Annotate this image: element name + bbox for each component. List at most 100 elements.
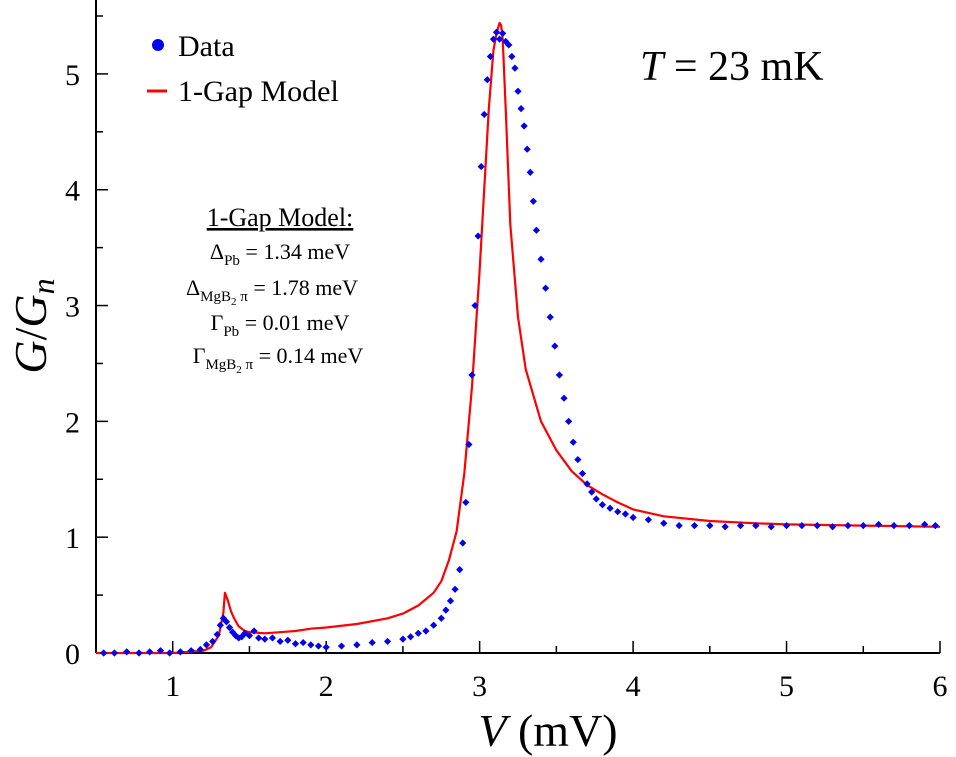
- data-point: [100, 649, 108, 657]
- data-point: [314, 642, 323, 650]
- legend: Data 1-Gap Model: [147, 30, 339, 108]
- data-point: [483, 76, 491, 84]
- x-tick-label: 2: [319, 670, 334, 703]
- data-point: [592, 495, 600, 503]
- x-tick-label: 6: [933, 670, 948, 703]
- y-tick-label: 5: [65, 59, 80, 92]
- x-tick-label: 3: [472, 670, 487, 703]
- data-point: [511, 64, 519, 72]
- data-point: [690, 522, 699, 530]
- data-point: [542, 284, 550, 292]
- data-point: [477, 162, 485, 171]
- data-point: [459, 539, 467, 547]
- data-point: [569, 438, 577, 446]
- data-point: [268, 634, 277, 642]
- data-point: [446, 597, 455, 605]
- ticks: [95, 15, 941, 654]
- data-point: [353, 641, 361, 649]
- data-point: [526, 168, 534, 176]
- legend-dot-marker: [152, 39, 164, 51]
- data-point: [931, 522, 939, 530]
- data-point: [551, 342, 559, 350]
- axes: [95, 0, 940, 654]
- data-point: [486, 52, 494, 61]
- data-point: [706, 522, 714, 530]
- data-point: [202, 641, 211, 649]
- data-point: [514, 87, 522, 95]
- data-point: [406, 633, 415, 641]
- data-point: [430, 621, 438, 629]
- y-tick-label: 1: [65, 522, 80, 555]
- data-point: [322, 643, 330, 651]
- data-point: [232, 632, 240, 640]
- data-point: [492, 28, 501, 36]
- data-point: [505, 41, 513, 49]
- data-point: [219, 614, 227, 622]
- data-point: [529, 197, 537, 205]
- data-point: [261, 635, 269, 643]
- temperature-annotation: T = 23 mK: [640, 44, 824, 90]
- data-points: [100, 28, 939, 657]
- data-point: [583, 480, 591, 488]
- data-point: [399, 635, 407, 643]
- data-point: [588, 488, 596, 496]
- data-point: [560, 394, 568, 402]
- data-point: [250, 627, 258, 635]
- data-point: [213, 630, 221, 639]
- data-point: [752, 522, 760, 530]
- data-point: [532, 226, 541, 234]
- y-tick-label: 4: [65, 175, 80, 208]
- data-point: [368, 638, 376, 647]
- model-box-title: 1-Gap Model:: [207, 203, 354, 232]
- data-point: [875, 520, 883, 529]
- data-point: [468, 371, 476, 379]
- legend-label-model: 1-Gap Model: [178, 75, 339, 108]
- data-point: [299, 638, 307, 647]
- data-point: [517, 105, 525, 113]
- data-point: [235, 634, 243, 642]
- x-tick-label: 1: [165, 670, 180, 703]
- data-point: [578, 469, 587, 478]
- data-point: [574, 455, 582, 464]
- data-point: [859, 522, 867, 530]
- data-point: [565, 417, 573, 425]
- data-point: [890, 522, 898, 530]
- data-point: [629, 513, 637, 522]
- model-param-line: ΓMgB2 π = 0.14 meV: [193, 343, 364, 376]
- data-point: [225, 623, 234, 632]
- data-point: [598, 501, 606, 509]
- data-point: [135, 649, 143, 657]
- model-parameters: 1-Gap Model: ΔPb = 1.34 meV ΔMgB2 π = 1.…: [186, 203, 363, 376]
- data-point: [798, 522, 806, 530]
- data-point: [767, 523, 775, 531]
- data-point: [176, 648, 184, 656]
- data-point: [451, 585, 459, 593]
- temperature-symbol: T: [640, 44, 666, 90]
- data-point: [606, 504, 614, 512]
- data-point: [383, 637, 392, 646]
- data-point: [520, 122, 528, 130]
- data-point: [736, 522, 745, 530]
- model-param-line: ΔPb = 1.34 meV: [210, 239, 350, 269]
- x-tick-label: 4: [626, 670, 641, 703]
- y-tick-label: 3: [65, 291, 80, 324]
- data-point: [462, 498, 470, 507]
- data-point: [442, 606, 450, 614]
- model-param-line: ΔMgB2 π = 1.78 meV: [186, 275, 358, 308]
- y-tick-label: 0: [65, 638, 80, 671]
- data-point: [546, 313, 554, 321]
- data-point: [238, 633, 246, 641]
- x-tick-label: 5: [779, 670, 794, 703]
- data-point: [209, 637, 217, 646]
- data-point: [216, 621, 224, 629]
- data-point: [456, 566, 464, 574]
- model-param-line: ΓPb = 0.01 meV: [211, 310, 350, 340]
- data-point: [489, 35, 498, 43]
- data-point: [337, 642, 346, 650]
- data-point: [508, 52, 516, 61]
- data-point: [614, 508, 622, 516]
- data-point: [675, 522, 683, 530]
- data-point: [465, 440, 473, 449]
- x-axis-title: V (mV): [478, 705, 617, 756]
